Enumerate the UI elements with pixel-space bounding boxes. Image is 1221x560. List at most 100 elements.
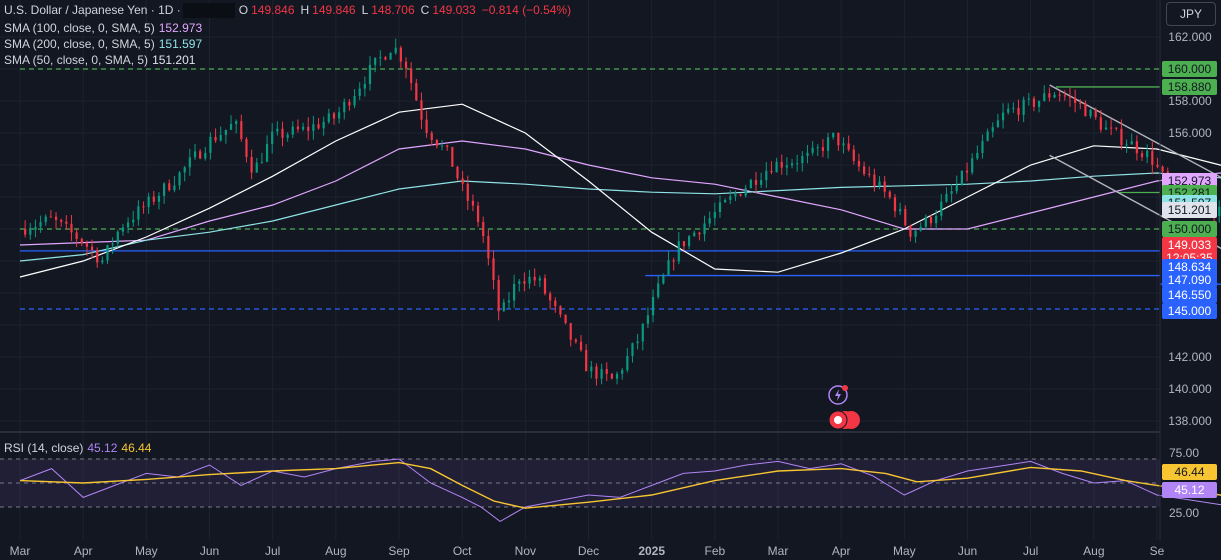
candle-body — [698, 232, 701, 235]
hidden-exchange — [182, 3, 235, 18]
sma100-label: SMA (100, close, 0, SMA, 5) — [4, 21, 155, 35]
candle-body — [312, 124, 315, 131]
candle-body — [868, 173, 871, 175]
candle-body — [585, 350, 588, 372]
time-tick-label: Feb — [704, 544, 725, 558]
candle-body — [1017, 107, 1020, 115]
price-tag-160: 160.000 — [1162, 61, 1217, 77]
candle-body — [857, 160, 861, 167]
candle-body — [24, 229, 27, 235]
candle-body — [404, 61, 408, 69]
time-tick-label: Dec — [578, 544, 599, 558]
grid — [0, 0, 1160, 540]
candle-body — [687, 236, 691, 247]
sma50-value: 151.201 — [152, 53, 196, 67]
candle-body — [651, 296, 655, 316]
candle-body — [965, 170, 969, 173]
candle-body — [410, 68, 413, 83]
candle-body — [914, 230, 917, 237]
candle-body — [564, 314, 567, 324]
candle-body — [883, 181, 886, 192]
candle-body — [476, 205, 480, 223]
candle-body — [286, 134, 289, 138]
candlesticks — [24, 38, 1221, 386]
ohlc-values: O 149.846 H 149.846 L 148.706 C 149.033 −0.814 (… — [239, 3, 577, 17]
candle-body — [899, 209, 902, 212]
alert-icon[interactable] — [828, 385, 848, 405]
candle-body — [852, 149, 855, 161]
candle-body — [34, 226, 37, 231]
candle-body — [415, 82, 418, 101]
candle-body — [456, 166, 459, 179]
candle-body — [621, 370, 624, 374]
ohlc-item-3: C 149.033 — [421, 3, 479, 17]
candle-body — [821, 147, 825, 151]
candle-body — [96, 249, 99, 263]
candle-body — [502, 302, 505, 312]
price-tag-sma50: 151.201 — [1162, 201, 1217, 218]
candle-body — [1012, 107, 1015, 109]
price-tag-15888: 158.880 — [1162, 78, 1217, 95]
candle-body — [106, 245, 109, 261]
rsi-legend[interactable]: RSI (14, close) 45.12 46.44 — [4, 441, 151, 456]
candle-body — [255, 162, 258, 173]
candle-body — [389, 52, 392, 60]
candle-body — [708, 218, 711, 224]
candle-body — [765, 170, 768, 181]
rsi-ma-tag: 46.44 — [1162, 464, 1217, 480]
candle-body — [1022, 99, 1025, 115]
candle-body — [291, 126, 294, 135]
candle-body — [703, 223, 706, 235]
candle-body — [296, 126, 300, 130]
candle-body — [590, 366, 593, 372]
candle-body — [1218, 206, 1221, 217]
candle-body — [126, 222, 130, 228]
price-tick-label: 140.000 — [1168, 382, 1212, 396]
candle-body — [729, 196, 732, 200]
candle-body — [29, 230, 32, 235]
price-tag-145: 145.000 — [1162, 302, 1217, 319]
candle-body — [935, 215, 938, 224]
candle-body — [518, 281, 521, 284]
price-tick-label: 138.000 — [1168, 414, 1212, 428]
sma50-legend[interactable]: SMA (50, close, 0, SMA, 5) 151.201 — [4, 53, 195, 68]
candle-body — [353, 95, 356, 106]
candle-body — [70, 223, 73, 233]
candle-body — [111, 243, 114, 246]
candle-body — [657, 283, 660, 297]
candle-body — [224, 129, 227, 135]
candle-body — [132, 219, 135, 223]
candle-body — [976, 152, 979, 159]
candle-body — [338, 112, 341, 119]
candle-body — [1079, 102, 1082, 104]
candle-body — [461, 178, 464, 184]
candle-body — [101, 260, 104, 263]
ohlc-item-4: −0.814 (−0.54%) — [482, 3, 574, 17]
candle-body — [1110, 127, 1113, 129]
candle-body — [950, 191, 953, 194]
candle-body — [265, 143, 269, 162]
time-tick-label: Nov — [515, 544, 536, 558]
candle-body — [904, 209, 907, 226]
time-tick-label: Apr — [832, 544, 851, 558]
candle-body — [1115, 127, 1118, 129]
price-tick-label: 156.000 — [1168, 126, 1212, 140]
price-tag-14709: 147.090 — [1162, 271, 1217, 288]
price-tick-label: 158.000 — [1168, 94, 1212, 108]
candle-body — [1135, 141, 1138, 154]
price-tag-14655: 146.550 — [1162, 286, 1217, 303]
ohlc-value: −0.814 (−0.54%) — [481, 3, 572, 17]
sma100-legend[interactable]: SMA (100, close, 0, SMA, 5) 152.973 — [4, 21, 202, 36]
currency-button[interactable]: JPY — [1166, 2, 1216, 26]
sma200-legend[interactable]: SMA (200, close, 0, SMA, 5) 151.597 — [4, 37, 202, 52]
ohlc-value: 149.846 — [251, 3, 295, 17]
candle-body — [847, 143, 850, 150]
candle-body — [626, 355, 629, 371]
candle-body — [996, 120, 1000, 128]
replay-icon[interactable] — [828, 410, 860, 430]
candle-body — [533, 276, 536, 281]
candle-body — [1068, 96, 1072, 98]
candle-body — [574, 339, 577, 342]
candle-body — [250, 157, 253, 173]
